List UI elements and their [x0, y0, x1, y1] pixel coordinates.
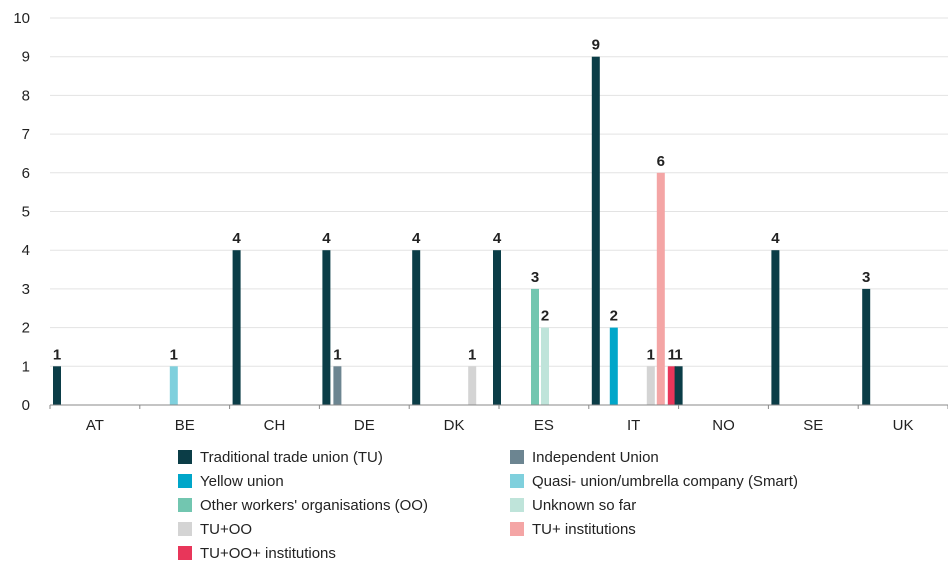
y-tick-label: 2 [22, 320, 30, 337]
data-label-dk-s0: 4 [412, 230, 421, 247]
legend-swatch-0 [178, 450, 192, 464]
category-label-it: IT [627, 417, 640, 434]
bar-it-s8 [667, 366, 676, 405]
data-label-no-s0: 1 [674, 346, 682, 363]
legend-label-3: Quasi- union/umbrella company (Smart) [532, 473, 798, 490]
y-tick-label: 7 [22, 126, 30, 143]
y-tick-label: 9 [22, 49, 30, 66]
legend-label-7: TU+ institutions [532, 521, 636, 538]
bar-no-s0 [674, 366, 683, 405]
category-label-dk: DK [444, 417, 465, 434]
legend-swatch-7 [510, 522, 524, 536]
legend-swatch-5 [510, 498, 524, 512]
y-tick-label: 10 [13, 10, 30, 27]
bar-dk-s0 [412, 250, 421, 405]
bar-se-s0 [771, 250, 780, 405]
data-label-it-s2: 2 [610, 308, 618, 325]
bar-ch-s0 [232, 250, 241, 405]
legend-swatch-2 [178, 474, 192, 488]
y-tick-label: 8 [22, 87, 30, 104]
bar-it-s2 [609, 327, 618, 405]
y-tick-label: 5 [22, 204, 30, 221]
y-tick-label: 0 [22, 397, 30, 414]
data-label-it-s8: 1 [668, 346, 676, 363]
legend-swatch-6 [178, 522, 192, 536]
data-label-de-s1: 1 [333, 346, 341, 363]
data-label-es-s4: 3 [531, 269, 539, 286]
legend-label-5: Unknown so far [532, 497, 636, 514]
category-label-no: NO [712, 417, 735, 434]
data-label-it-s7: 6 [657, 153, 665, 170]
legend-label-6: TU+OO [200, 521, 252, 538]
data-label-dk-s6: 1 [468, 346, 476, 363]
bar-uk-s0 [862, 288, 871, 405]
legend-label-4: Other workers' organisations (OO) [200, 497, 428, 514]
bar-at-s0 [53, 366, 61, 405]
data-label-uk-s0: 3 [862, 269, 870, 286]
legend-swatch-3 [510, 474, 524, 488]
bar-dk-s6 [468, 366, 477, 405]
category-label-uk: UK [893, 417, 914, 434]
x-axis: AT BE CH DE DK ES IT NO SE UK [49, 404, 948, 434]
bar-it-s0 [591, 56, 600, 405]
gridlines [50, 17, 948, 367]
data-label-es-s5: 2 [541, 308, 549, 325]
data-label-ch-s0: 4 [232, 230, 241, 247]
category-label-ch: CH [264, 417, 286, 434]
category-label-se: SE [803, 417, 823, 434]
data-label-be-s3: 1 [170, 346, 178, 363]
bar-de-s1 [333, 366, 342, 405]
category-label-de: DE [354, 417, 375, 434]
bar-be-s3 [169, 366, 178, 405]
legend-swatch-4 [178, 498, 192, 512]
data-label-de-s0: 4 [322, 230, 331, 247]
y-axis-ticks: 0 1 2 3 4 5 6 7 8 9 10 [13, 10, 30, 414]
bar-es-s5 [541, 327, 549, 405]
y-tick-label: 4 [22, 242, 30, 259]
y-tick-label: 3 [22, 281, 30, 298]
category-label-at: AT [86, 417, 104, 434]
bar-es-s0 [493, 250, 501, 405]
data-label-es-s0: 4 [493, 230, 502, 247]
category-label-be: BE [175, 417, 195, 434]
legend-swatch-1 [510, 450, 524, 464]
bar-it-s6 [646, 366, 655, 405]
legend-label-0: Traditional trade union (TU) [200, 449, 383, 466]
legend-label-1: Independent Union [532, 449, 659, 466]
category-label-es: ES [534, 417, 554, 434]
data-label-it-s6: 1 [647, 346, 655, 363]
bar-es-s4 [531, 288, 539, 405]
legend-swatch-8 [178, 546, 192, 560]
data-label-at-s0: 1 [53, 346, 61, 363]
y-tick-label: 1 [22, 358, 30, 375]
legend: Traditional trade union (TU) Independent … [178, 449, 798, 562]
legend-label-2: Yellow union [200, 473, 284, 490]
bar-de-s0 [322, 250, 331, 405]
legend-label-8: TU+OO+ institutions [200, 545, 336, 562]
data-label-it-s0: 9 [592, 37, 600, 54]
bar-it-s7 [656, 172, 665, 405]
y-tick-label: 6 [22, 165, 30, 182]
data-label-se-s0: 4 [771, 230, 780, 247]
